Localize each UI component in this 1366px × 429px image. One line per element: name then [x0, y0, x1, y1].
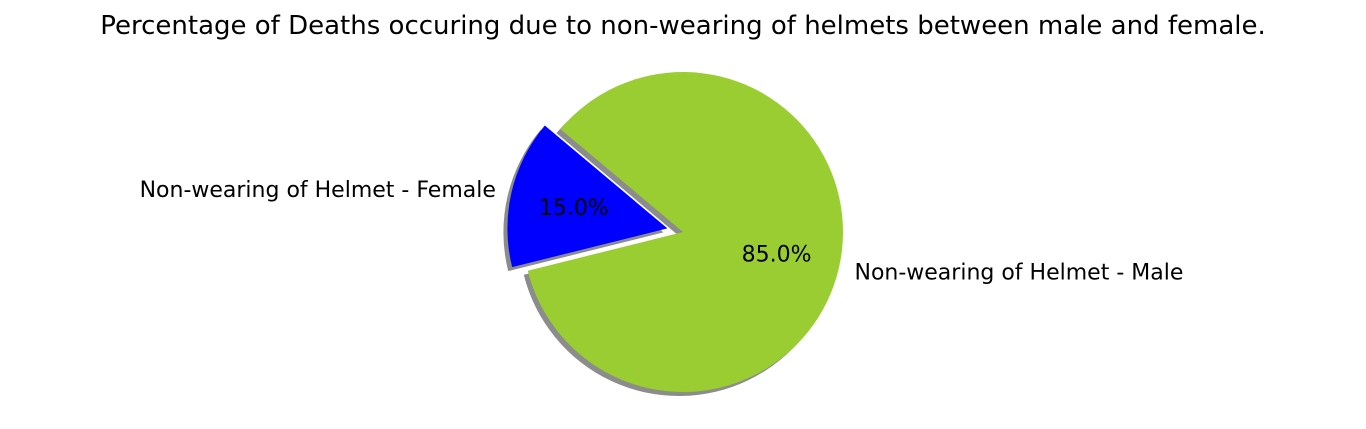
chart-title: Percentage of Deaths occuring due to non…	[100, 11, 1266, 41]
slice-label-non-wearing-of-helmet-female: Non-wearing of Helmet - Female	[140, 178, 496, 203]
pie-labels: 15.0% Non-wearing of Helmet - Female 85.0%…	[140, 178, 1184, 286]
pct-label-non-wearing-of-helmet-female: 15.0%	[539, 196, 609, 221]
pie-slices	[507, 71, 843, 392]
pct-label-non-wearing-of-helmet-male: 85.0%	[742, 243, 812, 268]
slice-label-non-wearing-of-helmet-male: Non-wearing of Helmet - Male	[854, 261, 1183, 286]
pie-slice-non-wearing-of-helmet-male	[527, 71, 843, 392]
pie-slice-non-wearing-of-helmet-female	[507, 125, 668, 268]
